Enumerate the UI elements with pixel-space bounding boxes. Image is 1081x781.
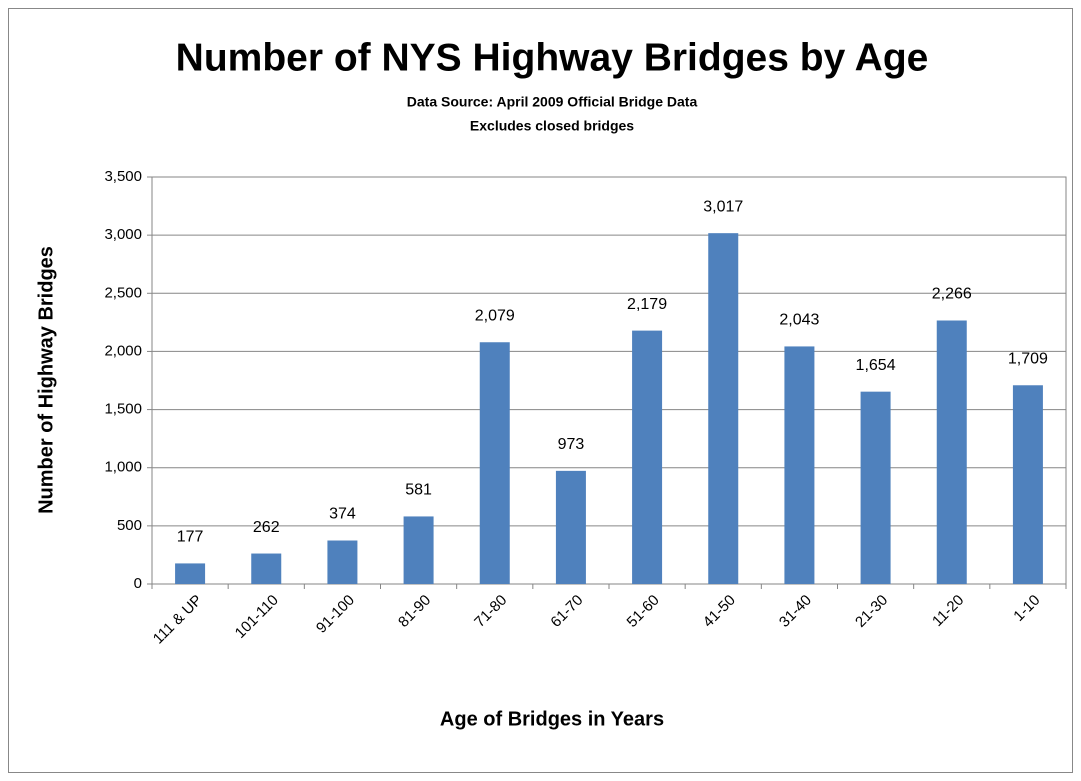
y-tick-label: 1,000: [104, 459, 142, 476]
bar: [327, 540, 358, 584]
value-label: 262: [253, 519, 280, 536]
x-axis-label: Age of Bridges in Years: [440, 708, 664, 730]
value-label: 581: [405, 482, 432, 499]
bar: [784, 346, 815, 584]
value-label: 3,017: [703, 198, 743, 215]
bar: [936, 320, 967, 584]
bar: [479, 342, 510, 584]
y-tick-label: 0: [134, 575, 142, 592]
subtitle: Data Source: April 2009 Official Bridge …: [407, 94, 698, 110]
bar: [555, 470, 586, 584]
chart-title: Number of NYS Highway Bridges by Age: [176, 36, 929, 79]
y-tick-label: 2,500: [104, 284, 142, 301]
y-tick-label: 1,500: [104, 401, 142, 418]
value-label: 2,043: [779, 312, 819, 329]
value-label: 2,079: [475, 307, 515, 324]
value-label: 2,266: [932, 286, 972, 303]
bar: [1012, 385, 1043, 584]
bar: [708, 233, 739, 584]
value-label: 2,179: [627, 296, 667, 313]
value-label: 374: [329, 506, 356, 523]
bar: [403, 516, 434, 584]
y-tick-label: 2,000: [104, 342, 142, 359]
y-tick-label: 3,500: [104, 168, 142, 185]
value-label: 1,709: [1008, 350, 1048, 367]
value-label: 1,654: [856, 357, 896, 374]
y-tick-label: 3,000: [104, 226, 142, 243]
bar: [175, 563, 206, 584]
y-tick-label: 500: [117, 517, 142, 534]
chart-border: [8, 8, 1073, 773]
subtitle: Excludes closed bridges: [470, 118, 634, 134]
bar: [632, 330, 663, 584]
value-label: 177: [177, 529, 204, 546]
bar: [860, 391, 891, 584]
value-label: 973: [558, 436, 585, 453]
y-axis-label: Number of Highway Bridges: [35, 246, 57, 514]
bar: [251, 553, 282, 584]
